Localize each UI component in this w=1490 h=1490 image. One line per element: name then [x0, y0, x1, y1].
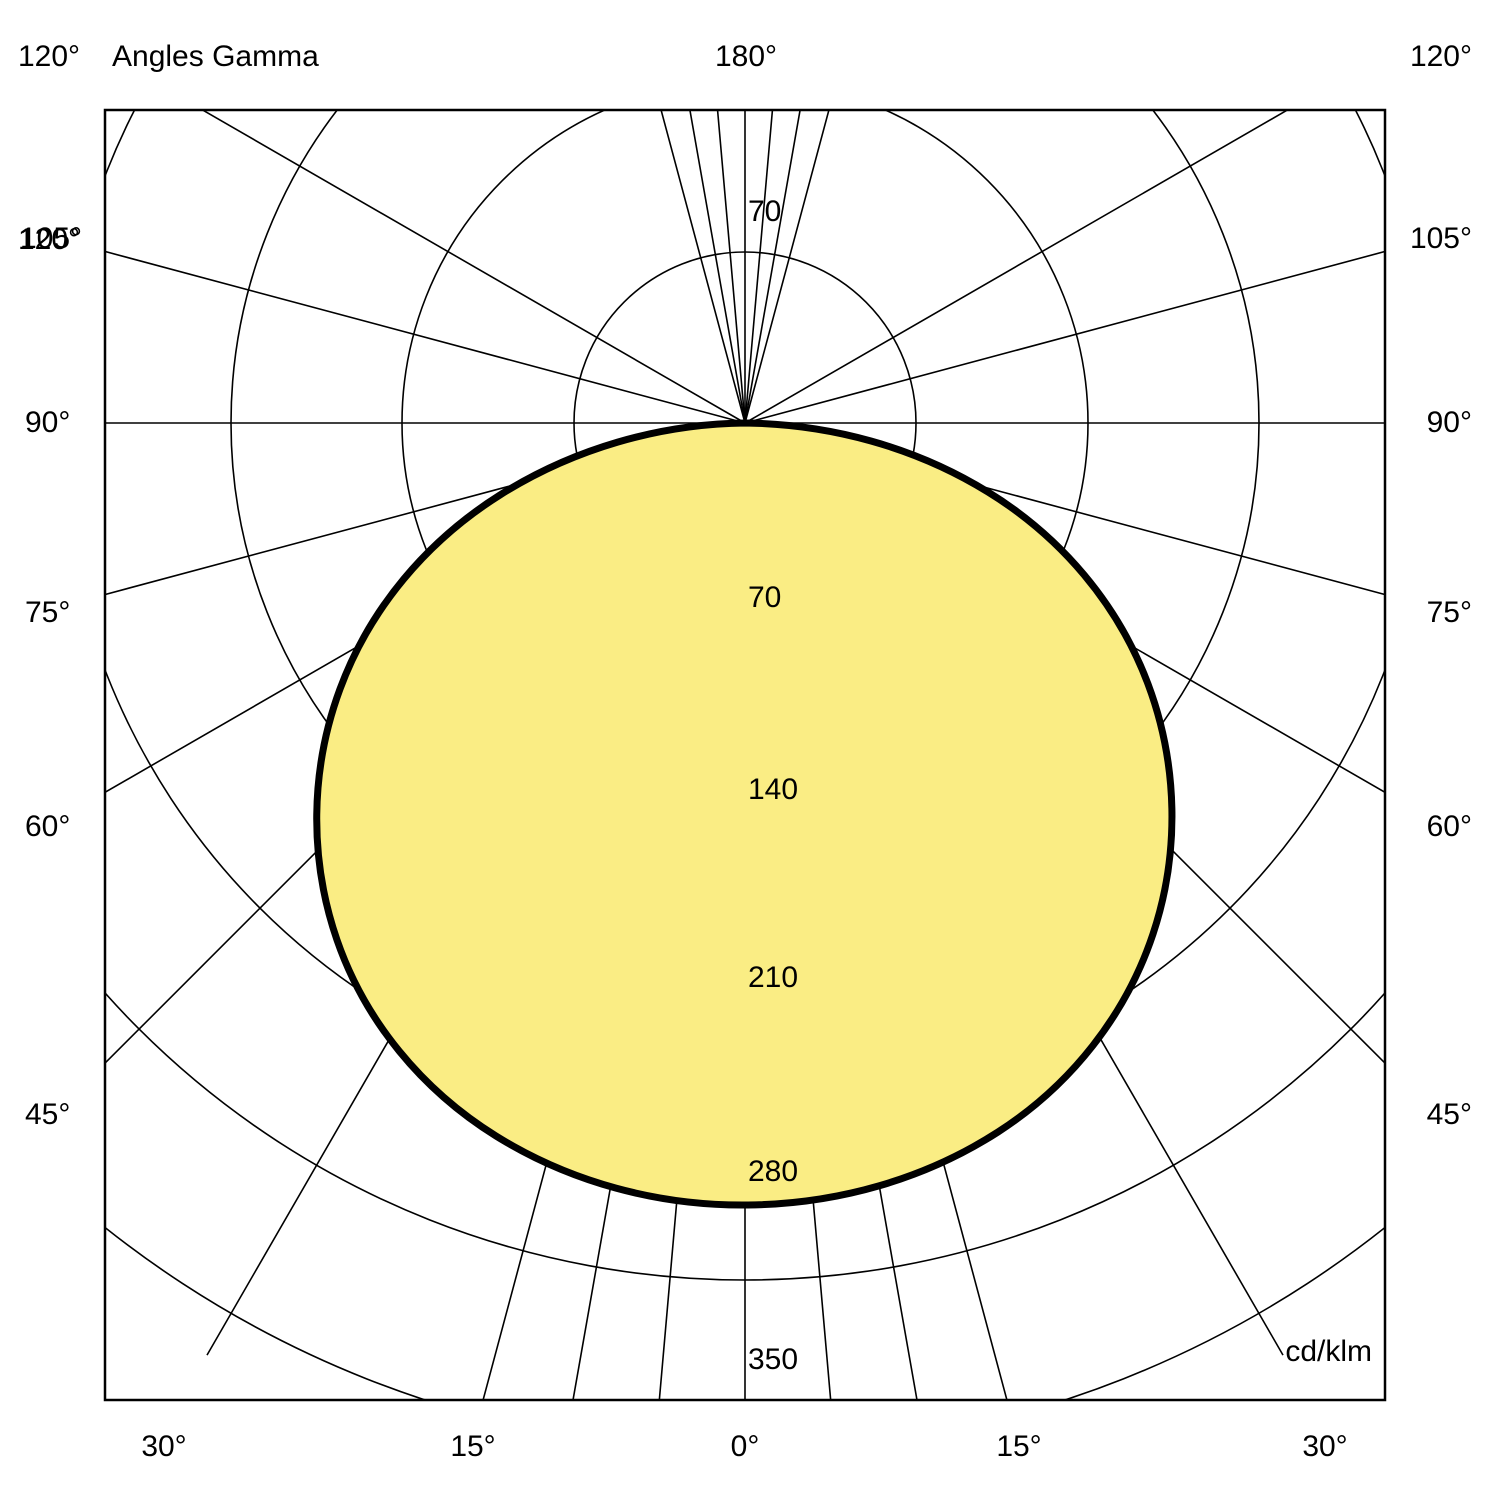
chart-title: Angles Gamma: [112, 40, 319, 73]
radial-tick-label-140: 140: [748, 773, 799, 806]
bottom-axis-label-30-left: 30°: [141, 1430, 187, 1463]
top-label-center: 180°: [714, 40, 778, 73]
left-axis-label-90: 90°: [25, 406, 71, 439]
right-axis-label-105: 105°: [1409, 222, 1472, 255]
radial-tick-label-70: 70: [748, 581, 782, 614]
left-axis-label-105: 105°: [20, 222, 83, 255]
bottom-axis-label-15-right: 15°: [996, 1430, 1042, 1463]
bottom-axis-label-0: 0°: [730, 1430, 760, 1463]
bottom-axis-label-15-left: 15°: [450, 1430, 496, 1463]
intensity-curve: [313, 419, 1176, 1209]
left-axis-label-60: 60°: [25, 810, 71, 843]
radial-tick-label-210: 210: [748, 961, 799, 994]
right-axis-label-45: 45°: [1426, 1098, 1472, 1131]
left-axis-label-120: 120°: [18, 223, 81, 256]
unit-label: cd/klm: [1285, 1335, 1372, 1368]
top-label-right: 120°: [1409, 40, 1472, 73]
right-axis-label-60: 60°: [1426, 810, 1472, 843]
radial-tick-label-350: 350: [748, 1343, 799, 1376]
radial-tick-label-280: 280: [748, 1155, 799, 1188]
radial-tick-label-70-top: 70: [748, 195, 782, 228]
bottom-axis-label-30-right: 30°: [1302, 1430, 1348, 1463]
left-axis-label-45: 45°: [25, 1098, 71, 1131]
right-axis-label-75: 75°: [1426, 596, 1472, 629]
right-axis-label-90: 90°: [1426, 406, 1472, 439]
top-label-left: 120°: [18, 40, 81, 73]
left-axis-label-75: 75°: [25, 596, 71, 629]
